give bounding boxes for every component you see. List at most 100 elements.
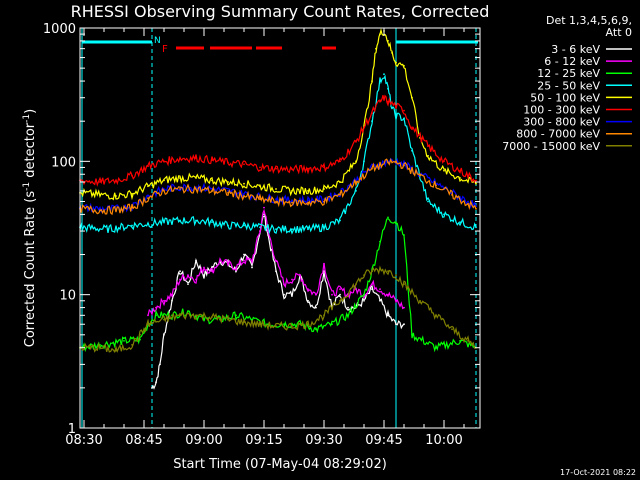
series-5-point-23 [395,105,397,107]
y-tick-label-0: 1 [68,422,76,437]
series-4-point-2 [115,195,117,197]
series-3-point-17 [363,160,365,163]
series-8-point-16 [323,314,325,317]
legend-label-5: 100 - 300 keV [523,104,600,117]
series-4-point-1 [99,194,101,196]
series-0-point-2 [159,363,161,366]
series-5-point-6 [179,157,181,160]
series-7-point-16 [339,194,341,196]
series-3-point-21 [387,87,389,90]
series-4-point-9 [227,181,229,183]
legend-label-8: 7000 - 15000 keV [502,140,600,153]
series-3-point-10 [259,226,261,229]
series-0-point-20 [291,293,293,296]
series-3-point-20 [383,73,385,76]
series-7-point-11 [259,198,261,201]
x-tick-label-6: 10:00 [425,433,462,448]
series-7-point-17 [355,181,357,183]
series-7-point-12 [275,200,277,203]
series-1 [147,206,405,317]
flare-label: F [162,44,168,55]
series-3-point-28 [459,221,461,224]
x-tick-label-5: 09:45 [365,433,402,448]
series-3-point-14 [323,226,325,229]
series-5-point-7 [195,157,197,159]
series-5-point-2 [115,179,117,182]
series-5-point-16 [339,160,341,163]
series-5-point-21 [383,96,385,99]
series-5-point-20 [379,100,381,103]
series-3-point-13 [307,228,309,231]
x-tick-label-3: 09:15 [245,433,282,448]
series-1-point-2 [163,299,165,302]
series-0-point-19 [283,293,285,296]
series-5-point-18 [363,126,365,129]
series-0-point-27 [347,306,349,309]
series-1-point-25 [339,288,341,290]
series-1-point-11 [235,266,237,269]
series-6-point-4 [147,195,149,197]
y-axis-label-part3: ) [23,109,38,114]
series-2-point-10 [235,314,237,317]
series-0-point-30 [371,288,373,290]
series-0-point-7 [195,259,197,262]
series-8-point-3 [131,344,133,346]
series-8-point-22 [387,270,389,273]
series-4-point-11 [259,185,261,188]
series-3-point-27 [443,213,445,216]
series-4-point-23 [387,40,389,42]
series-1-point-12 [243,259,245,262]
series-8-point-25 [419,299,421,302]
series-0-point-5 [179,270,181,273]
series-1-point-19 [291,278,293,281]
series-6-point-14 [307,199,309,202]
legend-label-4: 50 - 100 keV [530,91,600,104]
series-7-point-23 [435,184,437,187]
series-3-point-9 [243,224,245,227]
series-8-point-18 [355,283,357,285]
y-tick-label-2: 100 [51,155,76,170]
series-5-point-9 [227,161,229,164]
series-1-point-3 [171,293,173,296]
series-8-point-15 [307,323,309,326]
series-7-point-9 [227,192,229,194]
series-3-point-1 [107,228,109,231]
series-8 [79,265,477,354]
x-tick-label-0: 08:30 [65,433,102,448]
series-7-point-18 [371,167,373,170]
series-1-point-8 [211,270,213,273]
legend-label-3: 25 - 50 keV [537,79,600,92]
series-7-point-4 [147,197,149,200]
series-7-point-13 [291,201,293,204]
series-3-point-15 [339,219,341,222]
series-4-point-26 [403,65,405,67]
series-3 [79,73,477,235]
series-3-point-19 [379,80,381,82]
series-8-point-9 [211,316,213,318]
series-7-point-7 [195,188,197,190]
series-8-point-20 [371,270,373,273]
series-8-point-21 [379,268,381,271]
series-4-point-25 [395,61,397,64]
series-8-point-28 [467,340,469,342]
series-1-point-24 [331,293,333,296]
series-5-point-22 [387,100,389,103]
series-3-point-2 [131,224,133,227]
series-8-point-13 [275,325,277,328]
series-3-point-5 [179,219,181,222]
series-8-point-17 [339,299,341,302]
series-3-point-6 [195,219,197,222]
series-1-point-4 [179,278,181,281]
series-4-point-10 [243,182,245,185]
series-0-point-1 [155,381,157,384]
series-8-point-14 [291,325,293,328]
series-7-point-5 [163,190,165,192]
series-4-point-14 [307,190,309,192]
series-4-point-27 [411,96,413,99]
legend-label-1: 6 - 12 keV [544,55,600,68]
series-6-point-9 [227,190,229,192]
series-4-point-12 [275,188,277,190]
series-line-0 [151,215,405,390]
series-3-point-26 [427,200,429,203]
